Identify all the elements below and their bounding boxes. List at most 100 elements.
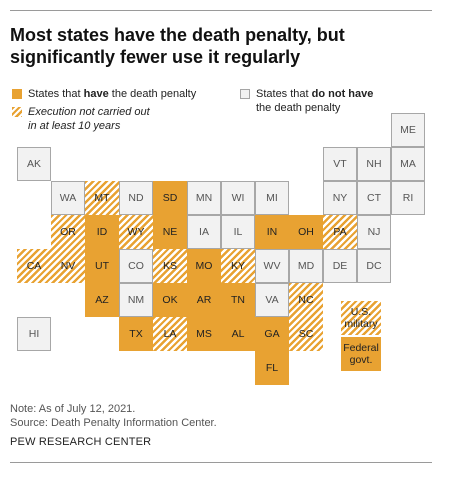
- state-tile-label: WI: [231, 192, 245, 204]
- state-tile-label: KY: [230, 260, 245, 272]
- state-tile-label: ID: [96, 226, 108, 238]
- state-tile-label: MS: [196, 328, 212, 340]
- state-tile-label: CT: [367, 192, 381, 204]
- state-tile-label: SD: [162, 192, 178, 204]
- state-tile-mo: MO: [187, 249, 221, 283]
- state-tile-va: VA: [255, 283, 289, 317]
- state-tile-ks: KS: [153, 249, 187, 283]
- state-tile-label: MT: [94, 192, 110, 204]
- federal-govt-tile: Federal govt.: [341, 337, 381, 371]
- legend-not-used-line2: in at least 10 years: [28, 120, 121, 132]
- org-name: PEW RESEARCH CENTER: [10, 436, 152, 448]
- legend-swatch-none: [240, 89, 250, 99]
- state-tile-wi: WI: [221, 181, 255, 215]
- legend-has-suffix: the death penalty: [108, 88, 197, 100]
- legend-has-emphasis: have: [83, 88, 109, 100]
- state-tile-label: NC: [298, 294, 314, 306]
- state-tile-label: NE: [162, 226, 178, 238]
- state-tile-al: AL: [221, 317, 255, 351]
- state-tile-label: FL: [265, 362, 279, 374]
- state-tile-label: MD: [297, 260, 315, 272]
- state-tile-pa: PA: [323, 215, 357, 249]
- state-tile-ms: MS: [187, 317, 221, 351]
- legend-label-none: States that do not have the death penalt…: [256, 87, 373, 115]
- state-tile-id: ID: [85, 215, 119, 249]
- state-tile-label: AR: [196, 294, 212, 306]
- state-tile-label: AL: [231, 328, 245, 340]
- state-tile-label: DC: [366, 260, 382, 272]
- state-tile-ok: OK: [153, 283, 187, 317]
- state-tile-label: RI: [402, 192, 414, 204]
- state-tile-ct: CT: [357, 181, 391, 215]
- state-tile-label: NM: [127, 294, 145, 306]
- state-tile-in: IN: [255, 215, 289, 249]
- state-tile-label: NH: [366, 158, 382, 170]
- state-tile-label: TX: [129, 328, 143, 340]
- state-tile-label: AK: [26, 158, 41, 170]
- legend-label-has: States that have the death penalty: [28, 87, 196, 101]
- legend-none-line2: the death penalty: [256, 102, 341, 114]
- state-tile-label: LA: [163, 328, 177, 340]
- state-tile-fl: FL: [255, 351, 289, 385]
- state-tile-label: UT: [95, 260, 109, 272]
- state-tile-label: WA: [59, 192, 77, 204]
- note-text: Note: As of July 12, 2021.: [10, 403, 136, 415]
- state-tile-ri: RI: [391, 181, 425, 215]
- extra-tile-label: U.S. military: [344, 306, 378, 330]
- state-tile-label: NJ: [367, 226, 381, 238]
- state-tile-label: AZ: [95, 294, 109, 306]
- state-tile-label: PA: [333, 226, 347, 238]
- state-tile-nc: NC: [289, 283, 323, 317]
- state-tile-nv: NV: [51, 249, 85, 283]
- state-tile-ut: UT: [85, 249, 119, 283]
- state-tile-tn: TN: [221, 283, 255, 317]
- legend-not-used-line1: Execution not carried out: [28, 106, 150, 118]
- state-tile-label: MN: [195, 192, 213, 204]
- state-tile-de: DE: [323, 249, 357, 283]
- state-tile-label: OH: [298, 226, 314, 238]
- state-tile-wy: WY: [119, 215, 153, 249]
- state-tile-co: CO: [119, 249, 153, 283]
- state-tile-label: MO: [195, 260, 213, 272]
- state-tile-label: NY: [332, 192, 348, 204]
- state-tile-label: IA: [199, 226, 209, 238]
- state-tile-label: TN: [231, 294, 245, 306]
- state-tile-label: VA: [265, 294, 279, 306]
- state-tile-label: MI: [266, 192, 278, 204]
- state-tile-ga: GA: [255, 317, 289, 351]
- state-tile-ia: IA: [187, 215, 221, 249]
- extra-tile-label: Federal govt.: [343, 342, 379, 366]
- state-tile-label: GA: [264, 328, 280, 340]
- state-tile-label: ND: [128, 192, 144, 204]
- state-tile-label: IN: [266, 226, 278, 238]
- state-tile-az: AZ: [85, 283, 119, 317]
- state-tile-label: MA: [400, 158, 416, 170]
- us-military-tile: U.S. military: [341, 301, 381, 335]
- legend-swatch-not-used: [12, 107, 22, 117]
- state-tile-wa: WA: [51, 181, 85, 215]
- state-tile-md: MD: [289, 249, 323, 283]
- legend-none-prefix: States that: [256, 88, 312, 100]
- state-tile-ky: KY: [221, 249, 255, 283]
- state-tile-wv: WV: [255, 249, 289, 283]
- state-tile-label: NV: [60, 260, 76, 272]
- state-tile-ma: MA: [391, 147, 425, 181]
- state-tile-sc: SC: [289, 317, 323, 351]
- state-tile-dc: DC: [357, 249, 391, 283]
- bottom-rule: [10, 462, 432, 463]
- state-tile-hi: HI: [17, 317, 51, 351]
- state-tile-label: WY: [127, 226, 145, 238]
- state-tile-vt: VT: [323, 147, 357, 181]
- legend-swatch-has: [12, 89, 22, 99]
- state-tile-label: OR: [60, 226, 76, 238]
- state-tile-nj: NJ: [357, 215, 391, 249]
- state-tile-label: CA: [26, 260, 42, 272]
- state-tile-nm: NM: [119, 283, 153, 317]
- legend-label-not-used: Execution not carried out in at least 10…: [28, 105, 150, 133]
- top-rule: [10, 10, 432, 11]
- state-tile-label: SC: [298, 328, 314, 340]
- state-tile-tx: TX: [119, 317, 153, 351]
- state-tile-la: LA: [153, 317, 187, 351]
- state-tile-il: IL: [221, 215, 255, 249]
